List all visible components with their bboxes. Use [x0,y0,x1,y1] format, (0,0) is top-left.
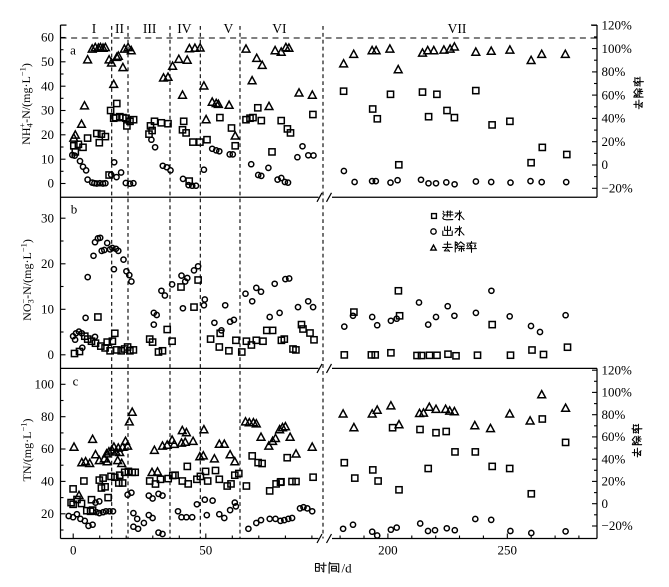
svg-text:b: b [71,202,78,217]
svg-text:0: 0 [602,496,609,511]
svg-text:NO3−-N/(mg·L−1): NO3−-N/(mg·L−1) [18,239,36,321]
svg-text:80%: 80% [602,64,626,79]
svg-text:−20%: −20% [602,181,633,196]
svg-text:100: 100 [35,377,55,392]
svg-text:20%: 20% [602,134,626,149]
svg-text:NH4+-N/(mg·L−1): NH4+-N/(mg·L−1) [17,63,35,145]
svg-text:20: 20 [41,127,54,142]
svg-text:60: 60 [41,30,54,45]
svg-text:40: 40 [41,474,54,489]
svg-text:a: a [70,43,76,58]
svg-text:80: 80 [41,409,54,424]
svg-text:0: 0 [602,157,609,172]
svg-text:60%: 60% [602,429,626,444]
svg-text:20%: 20% [602,474,626,489]
svg-text:120%: 120% [602,18,633,33]
svg-text:TN/(mg·L−1): TN/(mg·L−1) [19,418,35,481]
svg-text:II: II [115,21,124,36]
svg-text:60%: 60% [602,87,626,102]
svg-text:VII: VII [448,21,467,36]
svg-text:120%: 120% [602,362,633,377]
svg-text:20: 20 [41,506,54,521]
svg-text:0: 0 [48,176,55,191]
svg-text:50: 50 [199,543,212,558]
svg-text:250: 250 [498,543,518,558]
svg-text:60: 60 [41,441,54,456]
svg-text:40: 40 [41,78,54,93]
svg-text:30: 30 [41,103,54,118]
svg-text:0: 0 [48,347,55,362]
svg-text:IV: IV [177,21,191,36]
svg-text:I: I [92,21,97,36]
svg-text:10: 10 [41,302,54,317]
svg-text:20: 20 [41,256,54,271]
svg-text:c: c [73,374,79,389]
svg-text:V: V [224,21,234,36]
svg-text:100%: 100% [602,385,633,400]
svg-text:/d: /d [342,561,353,576]
svg-text:80%: 80% [602,407,626,422]
svg-text:0: 0 [70,543,77,558]
svg-text:40%: 40% [602,451,626,466]
svg-text:50: 50 [41,54,54,69]
svg-text:200: 200 [378,543,398,558]
svg-text:−20%: −20% [602,518,633,533]
svg-text:VI: VI [272,21,287,36]
svg-text:30: 30 [41,210,54,225]
svg-text:40%: 40% [602,111,626,126]
svg-text:III: III [143,21,157,36]
svg-text:100%: 100% [602,41,633,56]
svg-text:10: 10 [41,151,54,166]
